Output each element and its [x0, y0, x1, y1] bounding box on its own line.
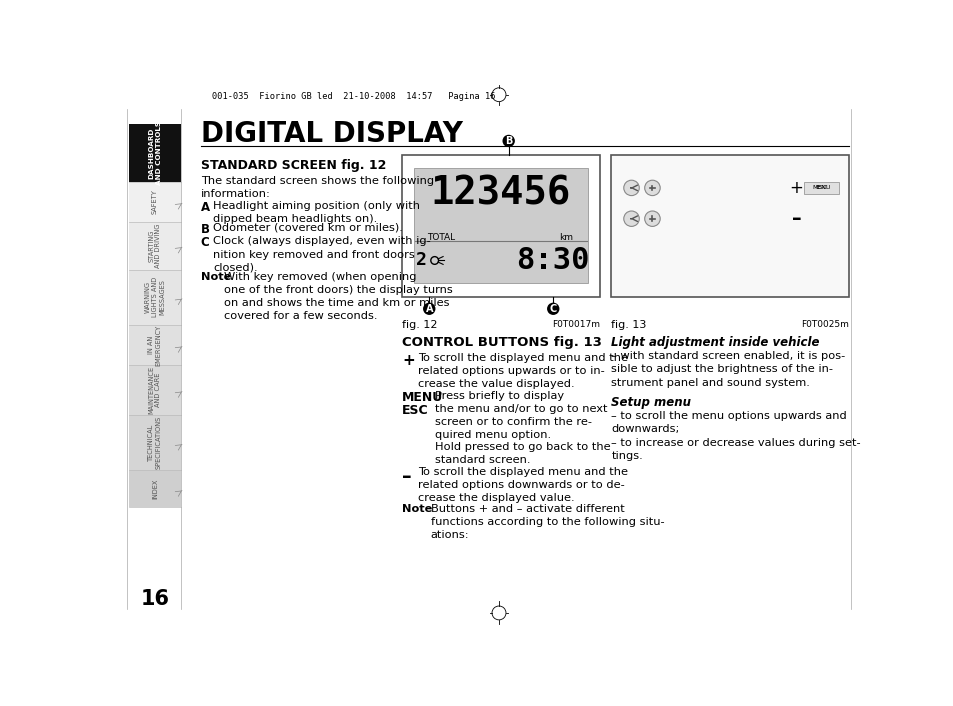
Text: Odometer (covered km or miles).: Odometer (covered km or miles). [213, 222, 402, 232]
Text: DASHBOARD
AND CONTROLS: DASHBOARD AND CONTROLS [148, 121, 161, 185]
Bar [129, 470, 181, 508]
Text: MAINTENANCE
AND CARE: MAINTENANCE AND CARE [149, 366, 161, 414]
Text: C: C [200, 237, 209, 249]
Text: The standard screen shows the following
information:: The standard screen shows the following … [200, 176, 434, 199]
Text: –: – [791, 209, 801, 228]
Circle shape [502, 135, 515, 147]
Bar [129, 415, 181, 470]
Text: DIGITAL DISPLAY: DIGITAL DISPLAY [200, 120, 462, 148]
Text: B: B [504, 136, 512, 146]
Text: Hold pressed to go back to the
standard screen.: Hold pressed to go back to the standard … [435, 442, 611, 465]
Text: To scroll the displayed menu and the
related options upwards or to in-
crease th: To scroll the displayed menu and the rel… [417, 353, 627, 389]
Text: Buttons + and – activate different
functions according to the following situ-
at: Buttons + and – activate different funct… [431, 503, 663, 540]
Text: – to scroll the menu options upwards and
downwards;
– to increase or decrease va: – to scroll the menu options upwards and… [611, 411, 861, 461]
Bar [129, 222, 181, 270]
Bar [129, 325, 181, 365]
Bar [803, 181, 839, 194]
Circle shape [623, 180, 639, 196]
Text: With key removed (when opening
one of the front doors) the display turns
on and : With key removed (when opening one of th… [224, 272, 452, 321]
Text: 001-035  Fiorino GB led  21-10-2008  14:57   Pagina 16: 001-035 Fiorino GB led 21-10-2008 14:57 … [212, 92, 496, 102]
Text: 16: 16 [140, 589, 170, 609]
Text: 123456: 123456 [431, 174, 571, 213]
Text: F0T0025m: F0T0025m [801, 321, 848, 329]
Text: STARTING
AND DRIVING: STARTING AND DRIVING [149, 224, 161, 268]
Text: To scroll the displayed menu and the
related options downwards or to de-
crease : To scroll the displayed menu and the rel… [417, 467, 627, 503]
Circle shape [422, 303, 435, 315]
Text: F0T0017m: F0T0017m [551, 321, 599, 329]
Text: fig. 12: fig. 12 [402, 321, 437, 330]
Text: Note: Note [402, 503, 432, 513]
Text: Press briefly to display: Press briefly to display [435, 391, 564, 401]
Text: A: A [200, 201, 210, 214]
Text: +: + [402, 353, 415, 368]
Text: MENU: MENU [402, 391, 443, 404]
Circle shape [644, 211, 659, 227]
Text: Note: Note [200, 272, 231, 282]
Text: 2: 2 [416, 251, 427, 270]
Circle shape [644, 180, 659, 196]
Bar [129, 181, 181, 222]
Text: Setup menu: Setup menu [611, 396, 691, 409]
Bar [402, 155, 599, 297]
Bar [129, 124, 181, 181]
Bar [129, 365, 181, 415]
Text: Headlight aiming position (only with
dipped beam headlights on).: Headlight aiming position (only with dip… [213, 201, 419, 225]
Text: IN AN
EMERGENCY: IN AN EMERGENCY [149, 324, 161, 366]
Text: ESC: ESC [402, 404, 428, 417]
Text: Clock (always displayed, even with ig-
nition key removed and front doors
closed: Clock (always displayed, even with ig- n… [213, 237, 431, 273]
Text: 8:30: 8:30 [516, 246, 589, 275]
Text: INDEX: INDEX [152, 479, 158, 499]
Text: TECHNICAL
SPECIFICATIONS: TECHNICAL SPECIFICATIONS [149, 416, 161, 469]
Bar [611, 155, 848, 297]
Text: +: + [789, 179, 802, 197]
Text: A: A [425, 304, 433, 313]
Text: STANDARD SCREEN fig. 12: STANDARD SCREEN fig. 12 [200, 159, 386, 172]
Text: fig. 13: fig. 13 [611, 321, 646, 330]
Text: TOTAL: TOTAL [426, 233, 455, 242]
Text: ESC: ESC [815, 185, 826, 190]
Bar [129, 270, 181, 325]
Text: Light adjustment inside vehicle: Light adjustment inside vehicle [611, 336, 819, 349]
Text: B: B [200, 222, 210, 236]
Text: –: – [402, 467, 412, 486]
Circle shape [623, 211, 639, 227]
Circle shape [546, 303, 558, 315]
Bar [414, 168, 587, 283]
Text: WARNING
LIGHTS AND
MESSAGES: WARNING LIGHTS AND MESSAGES [145, 277, 165, 318]
Text: MENU: MENU [811, 185, 830, 190]
Text: CONTROL BUTTONS fig. 13: CONTROL BUTTONS fig. 13 [402, 336, 601, 349]
Text: – with standard screen enabled, it is pos-
sible to adjust the brightness of the: – with standard screen enabled, it is po… [611, 351, 844, 388]
Text: the menu and/or to go to next
screen or to confirm the re-
quired menu option.: the menu and/or to go to next screen or … [435, 404, 607, 440]
Text: C: C [549, 304, 557, 313]
Text: km: km [558, 233, 573, 242]
Text: SAFETY: SAFETY [152, 189, 158, 214]
